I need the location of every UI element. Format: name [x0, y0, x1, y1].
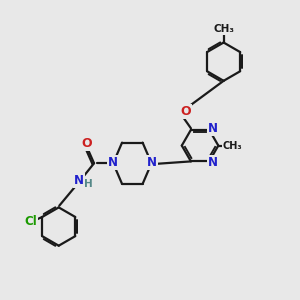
Text: N: N — [208, 122, 218, 135]
Text: CH₃: CH₃ — [213, 24, 234, 34]
Text: CH₃: CH₃ — [223, 141, 242, 151]
Text: O: O — [180, 105, 190, 118]
Text: Cl: Cl — [25, 215, 37, 228]
Text: N: N — [108, 156, 118, 169]
Text: N: N — [208, 156, 218, 169]
Text: N: N — [74, 174, 84, 188]
Text: H: H — [84, 179, 92, 189]
Text: N: N — [147, 156, 157, 169]
Text: O: O — [81, 137, 92, 150]
